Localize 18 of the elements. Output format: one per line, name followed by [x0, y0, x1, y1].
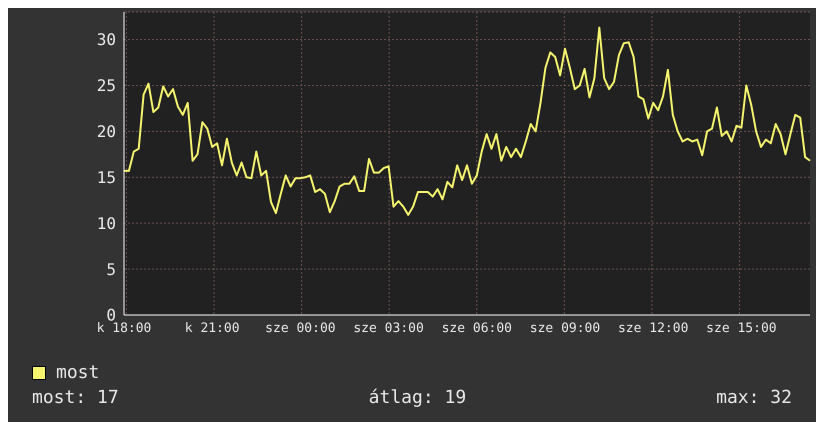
- line-series: [123, 26, 811, 216]
- text: most: 17: [32, 387, 119, 408]
- y-tick-label: 5: [106, 260, 116, 279]
- text: max: 32: [716, 387, 792, 408]
- x-tick-label: sze 06:00: [442, 321, 512, 336]
- y-tick-label: 25: [96, 76, 116, 96]
- legend-label: most: [56, 362, 100, 383]
- y-tick-label: 10: [96, 214, 116, 233]
- y-tick-label: 20: [96, 122, 116, 142]
- y-tick-label: 15: [96, 168, 116, 187]
- x-tick-label: sze 09:00: [530, 321, 600, 336]
- x-tick-label: sze 15:00: [706, 321, 777, 336]
- x-tick-label: sze 03:00: [353, 321, 424, 336]
- x-tick-label: k 21:00: [184, 321, 240, 336]
- y-tick-label: 30: [96, 30, 116, 50]
- text: átlag: 19: [368, 387, 466, 408]
- x-tick-label: sze 12:00: [618, 321, 688, 336]
- x-tick-label: sze 00:00: [265, 321, 336, 336]
